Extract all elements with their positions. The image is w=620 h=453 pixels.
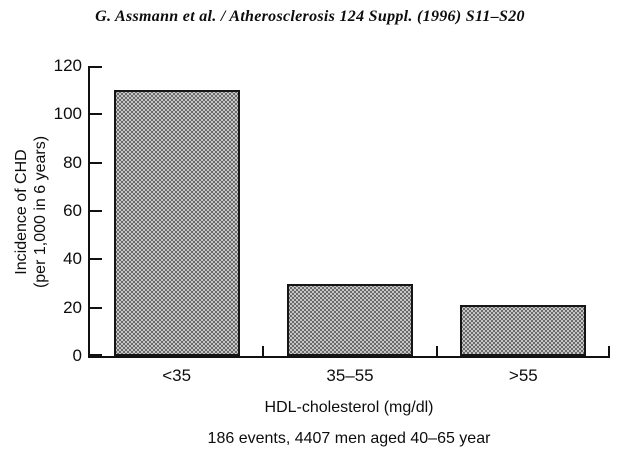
y-tick-label-120: 120 bbox=[53, 56, 82, 75]
y-tick-0 bbox=[90, 354, 102, 356]
bar-1 bbox=[287, 283, 413, 356]
y-tick-20 bbox=[90, 306, 102, 309]
plot-area: 0 20 40 60 80 100 120 <35 35–55 >55 bbox=[54, 57, 610, 385]
y-tick-label-80: 80 bbox=[63, 152, 82, 172]
x-tick-label-1: 35–55 bbox=[326, 366, 374, 385]
x-boundary-tick-2 bbox=[435, 346, 438, 356]
x-boundary-tick-1 bbox=[262, 346, 265, 356]
x-axis-title: HDL-cholesterol (mg/dl) bbox=[264, 399, 434, 416]
bar-0 bbox=[113, 90, 240, 356]
chart-caption: 186 events, 4407 men aged 40–65 year bbox=[207, 430, 491, 447]
y-tick-label-0: 0 bbox=[72, 346, 82, 365]
y-tick-100 bbox=[90, 113, 102, 116]
y-tick-label-40: 40 bbox=[63, 249, 82, 269]
y-tick-label-20: 20 bbox=[63, 297, 82, 317]
y-tick-120 bbox=[90, 66, 102, 68]
y-tick-label-60: 60 bbox=[63, 201, 82, 220]
bar-2 bbox=[460, 305, 587, 356]
x-axis-end-tick bbox=[608, 346, 610, 356]
x-tick-label-2: >55 bbox=[508, 366, 538, 385]
y-tick-label-100: 100 bbox=[53, 104, 82, 124]
paper-citation: G. Assmann et al. / Atherosclerosis 124 … bbox=[95, 8, 525, 25]
y-tick-60 bbox=[90, 210, 102, 212]
y-tick-40 bbox=[90, 258, 102, 261]
x-tick-label-0: <35 bbox=[162, 366, 192, 385]
y-axis-title-line1: Incidence of CHD bbox=[13, 149, 31, 275]
y-tick-80 bbox=[90, 161, 102, 164]
